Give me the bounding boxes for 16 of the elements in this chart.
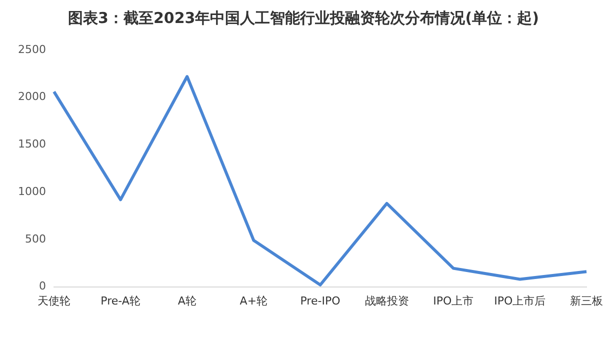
x-tick-label: IPO上市: [433, 294, 474, 308]
x-tick-label: 天使轮: [37, 294, 70, 308]
x-tick-label: Pre-IPO: [300, 294, 341, 308]
y-tick-label: 2500: [18, 42, 46, 56]
y-tick-label: 1000: [18, 184, 46, 198]
x-tick-label: A+轮: [240, 294, 268, 308]
y-tick-label: 2000: [18, 90, 46, 104]
x-tick-label: 战略投资: [364, 294, 409, 308]
x-tick-label: Pre-A轮: [100, 294, 140, 308]
x-tick-label: A轮: [178, 294, 196, 308]
x-tick-label: IPO上市后: [494, 294, 546, 308]
y-tick-label: 0: [38, 280, 46, 293]
y-tick-label: 500: [24, 232, 46, 246]
y-tick-label: 1500: [18, 138, 46, 151]
x-tick-label: 新三板: [570, 294, 603, 308]
chart-title: 图表3：截至2023年中国人工智能行业投融资轮次分布情况(单位：起): [68, 8, 539, 27]
